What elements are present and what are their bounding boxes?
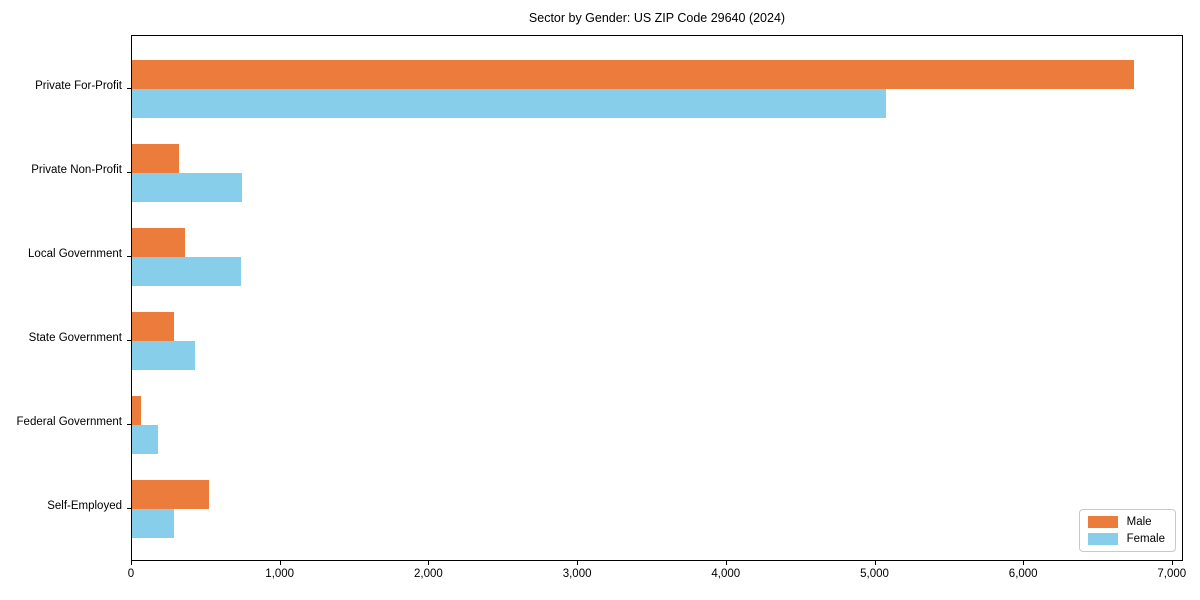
y-tick-mark [127, 88, 131, 89]
bar-female-2 [132, 257, 241, 286]
bar-male-1 [132, 144, 179, 173]
x-tick-label: 7,000 [1157, 568, 1187, 580]
y-tick-mark [127, 508, 131, 509]
x-tick-label: 4,000 [711, 568, 741, 580]
y-tick-label: Self-Employed [47, 500, 122, 512]
bar-male-5 [132, 480, 209, 509]
bar-female-5 [132, 509, 174, 538]
x-tick-label: 6,000 [1008, 568, 1038, 580]
x-tick-mark [1023, 561, 1025, 565]
bar-male-4 [132, 396, 141, 425]
y-tick-label: Private For-Profit [35, 80, 122, 92]
x-tick-label: 3,000 [562, 568, 592, 580]
y-tick-label: Local Government [28, 248, 122, 260]
legend-label-male: Male [1126, 516, 1152, 528]
x-tick-mark [874, 561, 876, 565]
bar-male-3 [132, 312, 175, 341]
bar-female-0 [132, 89, 886, 118]
x-tick-mark [131, 561, 132, 565]
bar-male-0 [132, 60, 1135, 89]
male-swatch [1087, 516, 1118, 528]
y-tick-label: Private Non-Profit [31, 164, 122, 176]
legend: Male Female [1078, 509, 1176, 552]
chart-title: Sector by Gender: US ZIP Code 29640 (202… [528, 11, 786, 25]
y-tick-mark [127, 172, 131, 173]
x-tick-mark [1171, 561, 1173, 565]
bar-female-1 [132, 173, 242, 202]
bar-male-2 [132, 228, 185, 257]
plot-area: Male Female [131, 35, 1183, 561]
x-tick-label: 0 [127, 568, 135, 580]
y-tick-mark [127, 424, 131, 425]
y-tick-mark [127, 256, 131, 257]
x-tick-mark [725, 561, 727, 565]
legend-item-female: Female [1087, 533, 1165, 545]
x-tick-mark [577, 561, 579, 565]
legend-item-male: Male [1087, 516, 1165, 528]
x-tick-label: 2,000 [414, 568, 443, 580]
legend-label-female: Female [1126, 533, 1165, 545]
x-tick-mark [279, 561, 281, 565]
x-tick-label: 5,000 [860, 568, 889, 580]
y-tick-mark [127, 340, 131, 341]
female-swatch [1087, 533, 1118, 545]
bar-female-4 [132, 425, 158, 454]
bar-female-3 [132, 341, 195, 370]
x-tick-label: 1,000 [265, 568, 295, 580]
y-tick-label: Federal Government [16, 416, 122, 428]
y-tick-label: State Government [28, 332, 122, 344]
x-tick-mark [428, 561, 430, 565]
